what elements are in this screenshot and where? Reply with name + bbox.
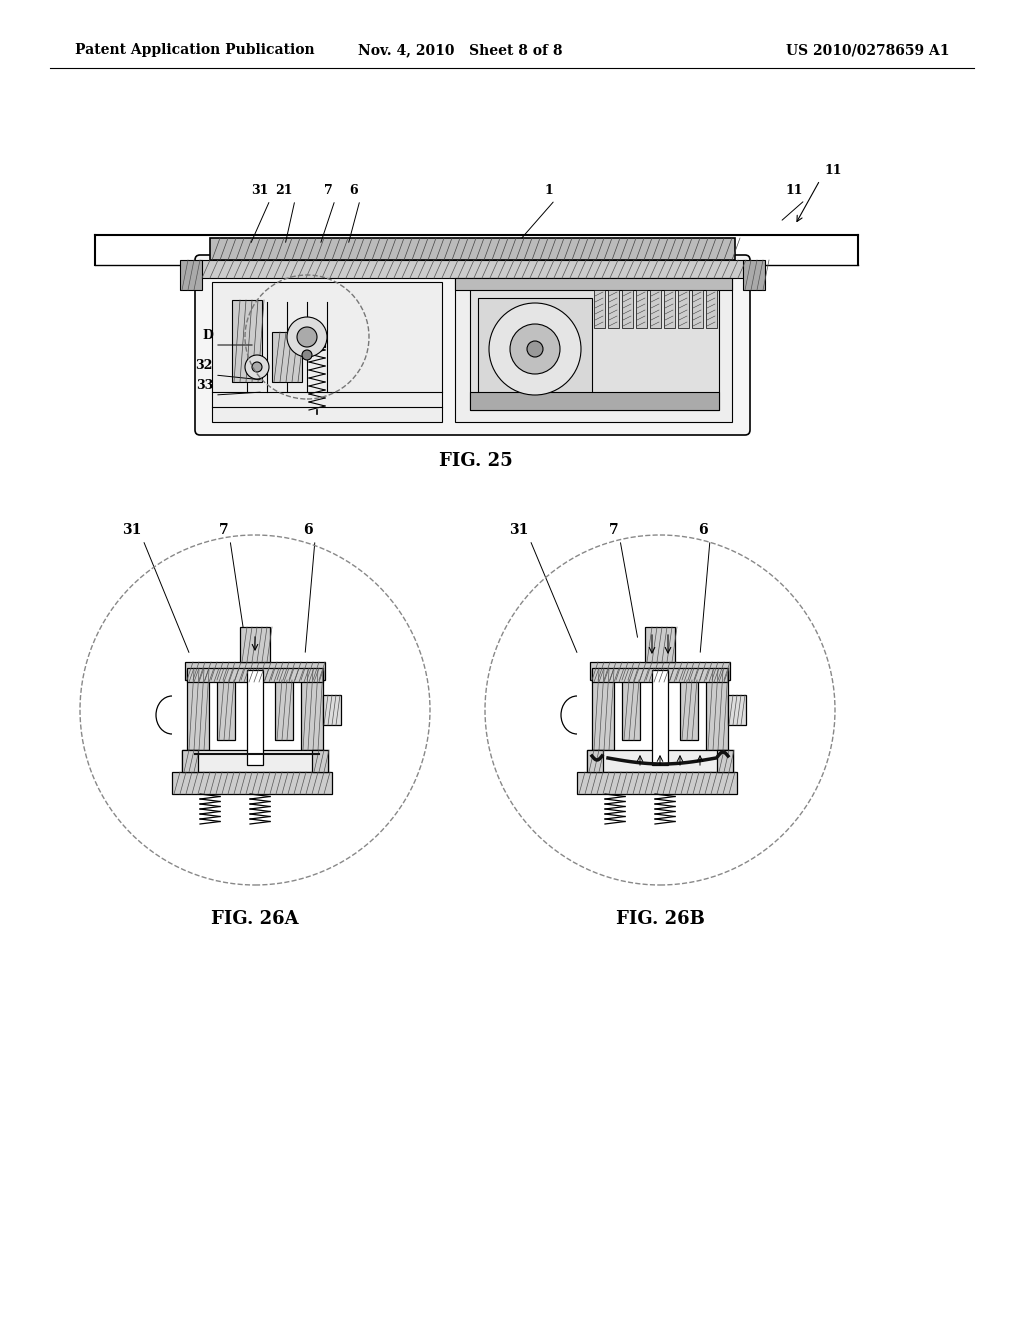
Circle shape	[510, 323, 560, 374]
Bar	[680, 680, 698, 741]
Bar	[185, 663, 325, 680]
Bar	[272, 333, 302, 381]
Bar	[717, 750, 733, 772]
FancyBboxPatch shape	[195, 255, 750, 436]
Bar	[312, 750, 328, 772]
Text: 31: 31	[122, 523, 141, 537]
Bar	[187, 668, 323, 682]
Bar	[232, 300, 262, 381]
Bar	[309, 337, 325, 347]
Text: 7: 7	[608, 523, 618, 537]
Bar	[210, 238, 735, 260]
Bar	[592, 668, 728, 682]
Bar	[664, 290, 675, 327]
Text: 6: 6	[349, 183, 358, 197]
Text: 7: 7	[325, 183, 333, 197]
Text: 21: 21	[275, 183, 293, 197]
Text: Patent Application Publication: Patent Application Publication	[75, 44, 314, 57]
Bar	[645, 627, 675, 663]
Bar	[478, 298, 592, 400]
Bar	[275, 680, 293, 741]
Bar	[622, 680, 640, 741]
Text: 33: 33	[196, 379, 213, 392]
Text: 32: 32	[196, 359, 213, 372]
Text: FIG. 26A: FIG. 26A	[211, 909, 299, 928]
Circle shape	[252, 362, 262, 372]
Text: US 2010/0278659 A1: US 2010/0278659 A1	[786, 44, 950, 57]
Bar	[323, 696, 341, 725]
Bar	[587, 750, 603, 772]
Bar	[217, 680, 234, 741]
Bar	[592, 671, 614, 750]
Text: D: D	[202, 329, 213, 342]
Bar	[470, 288, 719, 411]
Bar	[470, 392, 719, 411]
Bar	[200, 260, 745, 279]
Text: 31: 31	[509, 523, 528, 537]
Text: 31: 31	[251, 183, 268, 197]
Bar	[650, 290, 662, 327]
Bar	[622, 290, 633, 327]
Circle shape	[297, 327, 317, 347]
Bar	[678, 290, 689, 327]
Bar	[706, 671, 728, 750]
Bar	[652, 671, 668, 766]
Bar	[187, 671, 209, 750]
Bar	[692, 290, 703, 327]
Bar	[180, 260, 202, 290]
Text: FIG. 25: FIG. 25	[439, 451, 513, 470]
Bar	[455, 279, 732, 290]
Bar	[240, 627, 270, 663]
Text: FIG. 26B: FIG. 26B	[615, 909, 705, 928]
Text: 6: 6	[303, 523, 313, 537]
Bar	[594, 290, 605, 327]
Circle shape	[527, 341, 543, 356]
Bar	[577, 772, 737, 795]
Text: 7: 7	[218, 523, 228, 537]
Circle shape	[302, 350, 312, 360]
Bar	[706, 290, 717, 327]
Text: 1: 1	[544, 183, 553, 197]
Circle shape	[245, 355, 269, 379]
Bar	[301, 671, 323, 750]
Bar	[182, 750, 198, 772]
Text: 11: 11	[825, 164, 843, 177]
Bar	[212, 282, 442, 422]
Text: Nov. 4, 2010   Sheet 8 of 8: Nov. 4, 2010 Sheet 8 of 8	[357, 44, 562, 57]
Bar	[587, 750, 733, 772]
Bar	[743, 260, 765, 290]
Bar	[608, 290, 618, 327]
Circle shape	[489, 304, 581, 395]
Text: 6: 6	[698, 523, 708, 537]
Bar	[590, 663, 730, 680]
Bar	[455, 272, 732, 422]
Bar	[182, 750, 328, 772]
Bar	[172, 772, 332, 795]
Bar	[728, 696, 746, 725]
Bar	[636, 290, 647, 327]
Bar	[247, 671, 263, 766]
Text: 11: 11	[785, 183, 803, 197]
Circle shape	[287, 317, 327, 356]
